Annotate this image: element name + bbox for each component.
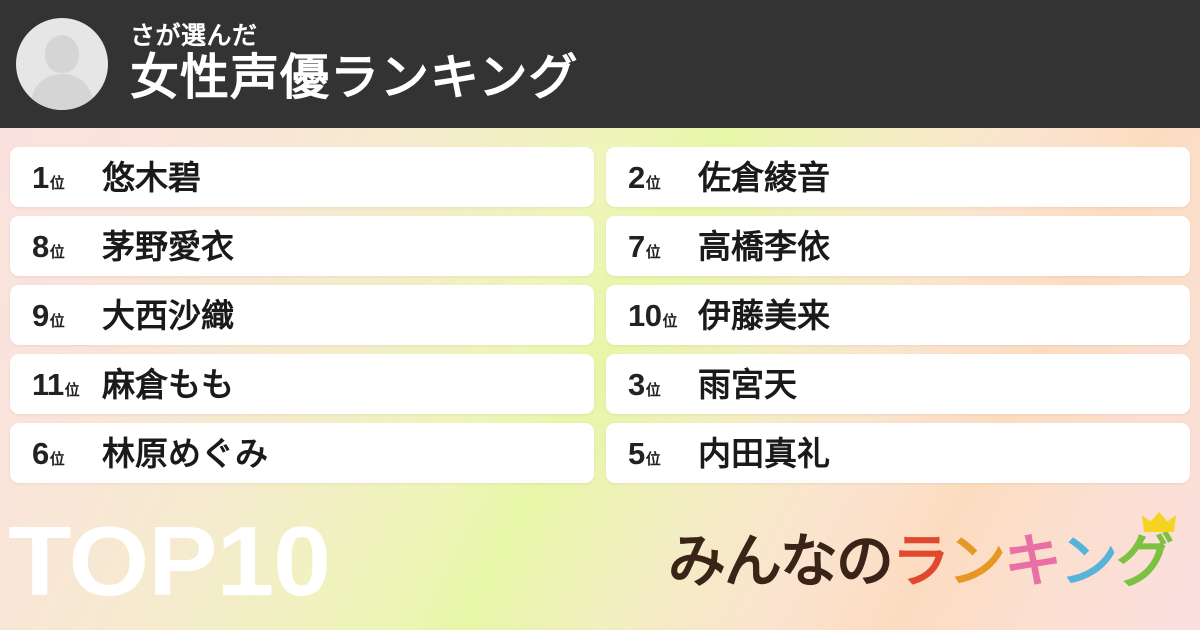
rank-badge: 9 位 — [32, 300, 98, 331]
brand-logo[interactable]: みんなの ラ ン キ ン グ — [667, 512, 1176, 594]
rank-unit: 位 — [662, 312, 678, 330]
ranking-row[interactable]: 10 位 伊藤美来 — [606, 285, 1190, 345]
header-subtitle: さが選んだ — [130, 22, 258, 51]
rank-number: 10 — [628, 297, 662, 333]
rank-unit: 位 — [645, 174, 661, 192]
rank-unit: 位 — [49, 243, 65, 261]
ranking-row[interactable]: 11 位 麻倉もも — [10, 354, 594, 414]
avatar-body-shape — [31, 74, 93, 110]
entry-name: 麻倉もも — [102, 365, 234, 403]
rank-unit: 位 — [645, 450, 661, 468]
logo-char-n2: ン — [1060, 533, 1118, 591]
entry-name: 大西沙織 — [102, 296, 234, 334]
ranking-row[interactable]: 5 位 内田真礼 — [606, 423, 1190, 483]
entry-name: 林原めぐみ — [102, 434, 268, 472]
entry-name: 佐倉綾音 — [698, 158, 830, 196]
logo-char-n2-text: ン — [1059, 529, 1118, 594]
ranking-row[interactable]: 6 位 林原めぐみ — [10, 423, 594, 483]
logo-char-n1: ン — [948, 533, 1006, 591]
rank-number: 8 — [32, 228, 49, 264]
rank-badge: 11 位 — [32, 369, 98, 400]
rank-badge: 8 位 — [32, 231, 98, 262]
rank-number: 11 — [32, 366, 64, 402]
ranking-list: 1 位 悠木碧 2 位 佐倉綾音 8 位 茅野愛衣 7 位 高橋李依 — [10, 147, 1190, 483]
top10-label: TOP10 — [8, 506, 331, 616]
ranking-row[interactable]: 9 位 大西沙織 — [10, 285, 594, 345]
rank-number: 5 — [628, 435, 645, 471]
rank-number: 2 — [628, 159, 645, 195]
rank-badge: 2 位 — [628, 162, 694, 193]
entry-name: 雨宮天 — [698, 365, 797, 403]
entry-name: 伊藤美来 — [698, 296, 830, 334]
rank-unit: 位 — [64, 381, 80, 399]
entry-name: 茅野愛衣 — [102, 227, 234, 265]
rank-number: 1 — [32, 159, 49, 195]
user-avatar-icon — [16, 18, 108, 110]
rank-number: 9 — [32, 297, 49, 333]
rank-badge: 3 位 — [628, 369, 694, 400]
ranking-row[interactable]: 2 位 佐倉綾音 — [606, 147, 1190, 207]
crown-icon — [1142, 512, 1176, 532]
logo-char-ra: ラ — [892, 533, 950, 591]
avatar-head-shape — [45, 35, 79, 73]
rank-unit: 位 — [645, 381, 661, 399]
rank-unit: 位 — [49, 312, 65, 330]
rank-badge: 6 位 — [32, 438, 98, 469]
rank-unit: 位 — [645, 243, 661, 261]
rank-badge: 7 位 — [628, 231, 694, 262]
rank-unit: 位 — [49, 174, 65, 192]
header-titles: さが選んだ 女性声優ランキング — [130, 23, 579, 104]
ranking-row[interactable]: 8 位 茅野愛衣 — [10, 216, 594, 276]
rank-unit: 位 — [49, 450, 65, 468]
rank-number: 6 — [32, 435, 49, 471]
logo-char-ki: キ — [1004, 533, 1062, 591]
page-title: 女性声優ランキング — [130, 50, 579, 105]
logo-char-gu: グ — [1116, 512, 1176, 591]
rank-number: 7 — [628, 228, 645, 264]
ranking-row[interactable]: 3 位 雨宮天 — [606, 354, 1190, 414]
logo-char-gu-text: グ — [1115, 529, 1174, 594]
rank-badge: 1 位 — [32, 162, 98, 193]
rank-badge: 10 位 — [628, 300, 694, 331]
logo-char-ki-text: キ — [1003, 529, 1062, 594]
logo-dark-text: みんなの — [667, 529, 894, 594]
logo-char-n1-text: ン — [947, 529, 1006, 594]
entry-name: 悠木碧 — [102, 158, 201, 196]
rank-badge: 5 位 — [628, 438, 694, 469]
entry-name: 高橋李依 — [698, 227, 830, 265]
entry-name: 内田真礼 — [698, 434, 830, 472]
header-bar: さが選んだ 女性声優ランキング — [0, 0, 1200, 128]
ranking-row[interactable]: 1 位 悠木碧 — [10, 147, 594, 207]
rank-number: 3 — [628, 366, 645, 402]
logo-char-ra-text: ラ — [891, 529, 950, 594]
ranking-row[interactable]: 7 位 高橋李依 — [606, 216, 1190, 276]
